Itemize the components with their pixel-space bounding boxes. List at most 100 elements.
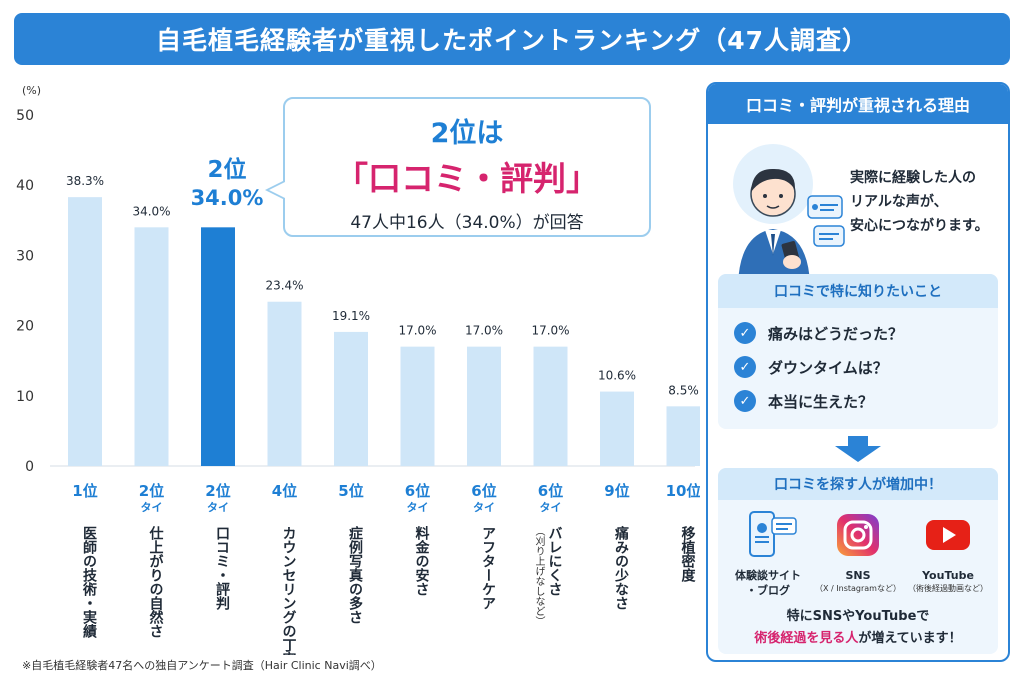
callout-item: 「口コミ・評判」 — [335, 159, 599, 198]
rank-label: 6位 — [405, 482, 430, 500]
want-item-label: 痛みはどうだった？ — [768, 324, 904, 343]
want-item: ✓ 本当に生えた？ — [734, 384, 998, 418]
bar — [467, 346, 501, 466]
want-item: ✓ ダウンタイムは？ — [734, 350, 998, 384]
check-icon: ✓ — [734, 322, 756, 344]
rank-label: 5位 — [338, 482, 363, 500]
bar-value-label: 38.3% — [66, 174, 104, 188]
bar-value-label: 8.5% — [668, 383, 699, 397]
ranking-bar-chart: (%)0102030405038.3%1位医師の技術・実績34.0%2位タイ仕上… — [16, 84, 700, 655]
bar-value-label: 17.0% — [465, 324, 503, 338]
y-tick-label: 20 — [16, 319, 34, 335]
source-youtube: YouTube （術後経過動画など） — [900, 510, 996, 594]
check-icon: ✓ — [734, 356, 756, 378]
bar-value-label: 17.0% — [398, 324, 436, 338]
rank-label: 6位 — [471, 482, 496, 500]
category-label: 症例写真の多さ — [347, 525, 363, 624]
highlight-rank: 2位 — [207, 157, 247, 183]
grow-footer: 特にSNSやYouTubeで 術後経過を見る人が増えています！ — [718, 606, 998, 650]
panel-title: 口コミ・評判が重視される理由 — [708, 84, 1008, 124]
category-label: 医師の技術・実績 — [81, 526, 98, 639]
highlight-value: 34.0% — [190, 186, 264, 210]
category-label: 痛みの少なさ — [613, 525, 630, 610]
source-name: YouTube — [922, 569, 974, 582]
want-item-label: 本当に生えた？ — [768, 392, 874, 411]
rank-label: 9位 — [604, 482, 629, 500]
source-sns: SNS （X / Instagramなど） — [810, 510, 906, 594]
rank-label: 4位 — [272, 482, 297, 500]
bar-value-label: 10.6% — [598, 369, 636, 383]
tie-label: タイ — [407, 501, 429, 514]
rank-label: 6位 — [538, 482, 563, 500]
tie-label: タイ — [540, 501, 562, 514]
want-item: ✓ 痛みはどうだった？ — [734, 316, 998, 350]
bar — [600, 391, 634, 466]
rank-label: 2位 — [205, 482, 230, 500]
category-label: アフターケア — [480, 526, 496, 610]
tie-label: タイ — [207, 501, 229, 514]
y-tick-label: 50 — [16, 108, 34, 124]
footnote: ※自毛植毛経験者47名への独自アンケート調査（Hair Clinic Navi調… — [22, 659, 382, 672]
instagram-icon — [837, 514, 879, 556]
bar-value-label: 34.0% — [132, 204, 170, 218]
bar — [134, 227, 169, 466]
want-item-label: ダウンタイムは？ — [768, 358, 888, 377]
y-axis-label: (%) — [22, 84, 41, 97]
grow-foot-line2: 術後経過を見る人が増えています！ — [718, 628, 998, 650]
bar — [68, 197, 102, 466]
businessman-phone-icon — [733, 144, 845, 284]
y-tick-label: 10 — [16, 389, 34, 405]
reason-line: リアルな声が、 — [850, 194, 948, 210]
bar — [666, 406, 700, 466]
reason-line: 安心につながります。 — [850, 218, 989, 234]
callout-detail: 47人中16人（34.0%）が回答 — [350, 213, 584, 233]
source-sub: （X / Instagramなど） — [815, 584, 901, 593]
check-icon: ✓ — [734, 390, 756, 412]
increasing-box: 口コミを探す人が増加中！ 体験談サイト ・ブログ — [718, 468, 998, 654]
bar-value-label: 19.1% — [332, 309, 370, 323]
y-tick-label: 0 — [25, 459, 34, 475]
rank-label: 1位 — [72, 482, 97, 500]
arrow-down-icon — [835, 436, 881, 462]
callout-rank: 2位は — [430, 118, 504, 149]
bar — [400, 346, 435, 466]
callout-box: 2位は 「口コミ・評判」 47人中16人（34.0%）が回答 — [283, 97, 651, 237]
category-label: バレにくさ — [547, 526, 563, 596]
bar-value-label: 23.4% — [265, 279, 303, 293]
tie-label: タイ — [473, 501, 495, 514]
source-sub: （術後経過動画など） — [908, 584, 988, 593]
source-blog: 体験談サイト ・ブログ — [720, 510, 816, 598]
bar — [334, 331, 368, 466]
source-name: SNS — [845, 569, 871, 582]
bar — [201, 227, 235, 466]
grow-foot-pink: 術後経過を見る人 — [754, 631, 859, 646]
page-title: 自毛植毛経験者が重視したポイントランキング（47人調査） — [14, 13, 1010, 65]
reason-line: 実際に経験した人の — [850, 170, 976, 186]
highlight-label: 2位 34.0% — [186, 150, 268, 210]
category-label: 料金の安さ — [414, 525, 431, 596]
category-note: （刈り上げなしなど） — [533, 526, 545, 626]
want-to-know-box: 口コミで特に知りたいこと ✓ 痛みはどうだった？ ✓ ダウンタイムは？ ✓ 本当… — [718, 274, 998, 429]
want-title: 口コミで特に知りたいこと — [718, 274, 998, 308]
grow-title: 口コミを探す人が増加中！ — [718, 468, 998, 500]
bar — [267, 301, 302, 466]
grow-foot-line1: 特にSNSやYouTubeで — [786, 609, 930, 624]
category-label: 口コミ・評判 — [214, 526, 230, 611]
bar — [533, 346, 568, 466]
category-label: 仕上がりの自然さ — [148, 525, 165, 638]
grow-foot-rest: が増えています！ — [858, 631, 962, 646]
rank-label: 10位 — [666, 482, 700, 500]
rank-label: 2位 — [139, 482, 164, 500]
phone-review-icon — [749, 511, 797, 557]
y-tick-label: 40 — [16, 178, 34, 194]
tie-label: タイ — [141, 501, 163, 514]
source-name: 体験談サイト ・ブログ — [735, 569, 801, 597]
bar-value-label: 17.0% — [531, 324, 569, 338]
youtube-icon — [926, 520, 970, 550]
callout-tail-inner — [269, 182, 285, 198]
category-label: カウンセリングの丁寧さ — [281, 526, 297, 655]
category-label: 移植密度 — [680, 525, 697, 583]
reason-panel: 口コミ・評判が重視される理由 実際に経験した人の リアルな声が、 安心につながり… — [706, 82, 1010, 662]
y-tick-label: 30 — [16, 248, 34, 264]
reason-text: 実際に経験した人の リアルな声が、 安心につながります。 — [850, 166, 1008, 238]
